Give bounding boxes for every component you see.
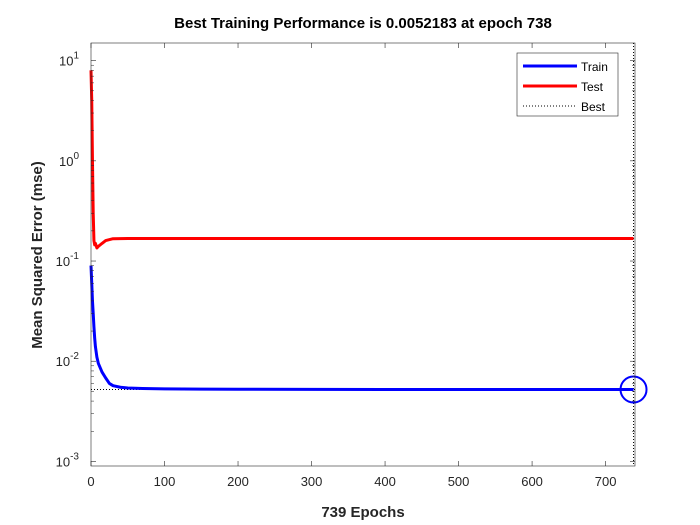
legend: Train Test Best [516, 52, 619, 117]
x-tick-label: 100 [154, 474, 176, 489]
axes-box [90, 42, 636, 467]
x-tick-label: 700 [595, 474, 617, 489]
y-tick-label: 100 [59, 151, 79, 169]
series-line-test [89, 70, 634, 250]
legend-train-label: Train [581, 60, 608, 74]
x-tick-label: 500 [448, 474, 470, 489]
chart-title: Best Training Performance is 0.0052183 a… [174, 15, 552, 32]
series-line-train [89, 265, 634, 392]
x-tick-label: 600 [521, 474, 543, 489]
y-tick-label: 10-3 [56, 451, 80, 469]
y-tick-label: 101 [59, 51, 79, 69]
y-axis-label: Mean Squared Error (mse) [29, 161, 46, 349]
legend-best-label: Best [581, 100, 606, 114]
x-tick-label: 200 [227, 474, 249, 489]
y-axis-ticks: 10-3 10-2 10-1 100 101 [56, 51, 635, 469]
legend-test-label: Test [581, 80, 604, 94]
x-axis-ticks: 0 100 200 300 400 500 600 700 [87, 43, 616, 489]
x-axis-label: 739 Epochs [321, 504, 404, 521]
y-tick-label: 10-2 [56, 351, 80, 369]
x-tick-label: 0 [87, 474, 94, 489]
x-tick-label: 300 [301, 474, 323, 489]
y-tick-label: 10-1 [56, 251, 80, 269]
series-lines [89, 70, 634, 392]
x-tick-label: 400 [374, 474, 396, 489]
